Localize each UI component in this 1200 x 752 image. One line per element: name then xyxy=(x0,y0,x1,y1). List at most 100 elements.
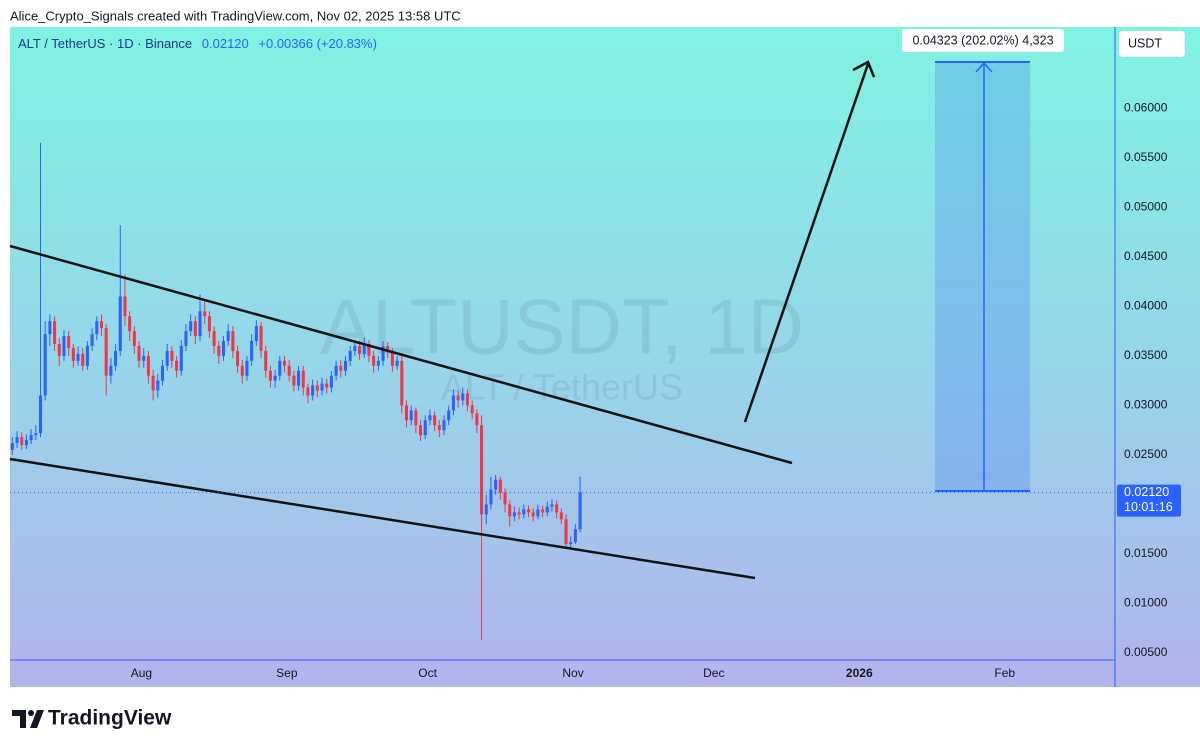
candle-body xyxy=(184,331,188,346)
watermark: ALTUSDT, 1D xyxy=(320,283,804,371)
candle-body xyxy=(254,326,258,342)
candle-body xyxy=(423,420,427,436)
candle-body xyxy=(90,334,94,346)
candle-body xyxy=(367,343,371,356)
candle-body xyxy=(95,321,99,335)
candle-body xyxy=(24,440,28,446)
candle-body xyxy=(38,395,43,434)
candle-body xyxy=(428,415,432,421)
candle-body xyxy=(212,331,216,346)
change: +0.00366 (+20.83%) xyxy=(258,36,377,51)
candle-body xyxy=(512,512,516,517)
candle-body xyxy=(123,296,127,317)
candle-body xyxy=(306,387,310,396)
candle-body xyxy=(104,328,108,376)
candle-body xyxy=(34,433,38,436)
y-tick-label: 0.06000 xyxy=(1124,100,1168,114)
candle-body xyxy=(465,393,470,406)
candle-body xyxy=(57,343,61,356)
candle-body xyxy=(409,410,413,421)
candle-body xyxy=(268,370,272,381)
measure-label: 0.04323 (202.02%) 4,323 xyxy=(912,33,1053,47)
candle-body xyxy=(348,350,352,361)
currency: USDT xyxy=(1128,36,1162,50)
candle-body xyxy=(292,375,296,386)
candle-body xyxy=(165,350,169,366)
candle-body xyxy=(414,410,418,426)
candle-body xyxy=(189,321,193,332)
candle-body xyxy=(372,355,376,366)
candle-body xyxy=(278,360,282,376)
candle-body xyxy=(264,350,268,371)
candle-body xyxy=(29,435,33,441)
candle-body xyxy=(456,395,460,401)
candle-body xyxy=(146,355,150,376)
candle-body xyxy=(358,345,362,354)
candle-body xyxy=(128,316,132,332)
candle-body xyxy=(522,509,526,515)
candle-body xyxy=(376,360,380,366)
candle-body xyxy=(43,334,47,396)
candle-body xyxy=(10,443,14,450)
candle-body xyxy=(114,350,118,366)
y-tick-label: 0.00500 xyxy=(1124,645,1168,659)
candle-body xyxy=(498,479,502,493)
candle-body xyxy=(517,512,521,515)
candles xyxy=(10,142,582,641)
candle-body xyxy=(484,504,488,515)
arrow-head xyxy=(852,60,876,78)
logo xyxy=(12,710,44,728)
last-value: 0.02120 xyxy=(202,36,249,51)
candle-body xyxy=(217,345,221,356)
candle-body xyxy=(541,509,545,513)
trend-line-lower xyxy=(9,457,756,580)
candle-body xyxy=(404,405,409,421)
candle-body xyxy=(569,542,573,545)
candle-body xyxy=(564,519,568,545)
candle-body xyxy=(475,413,479,426)
candle-body xyxy=(419,425,423,436)
candle-body xyxy=(353,345,357,351)
candle-body xyxy=(508,504,512,517)
candle-body xyxy=(526,509,531,513)
x-tick-label: Sep xyxy=(276,666,298,680)
candle-body xyxy=(461,393,465,401)
price-tag xyxy=(1117,484,1181,517)
candle-body xyxy=(193,321,197,337)
candle-body xyxy=(151,375,155,391)
candle-body xyxy=(573,529,577,543)
candle-body xyxy=(231,331,235,351)
candle-body xyxy=(85,345,89,366)
candle-body xyxy=(282,360,287,366)
x-tick-label: Feb xyxy=(994,666,1015,680)
x-tick-label: Dec xyxy=(703,666,724,680)
candle-body xyxy=(315,385,319,391)
candle-body xyxy=(62,336,66,356)
candle-body xyxy=(160,365,165,381)
candle-body xyxy=(503,492,507,505)
legend: ALT / TetherUS · 1D · Binance 0.02120 +0… xyxy=(18,36,377,51)
y-tick-label: 0.01000 xyxy=(1124,596,1168,610)
x-tick-label: Oct xyxy=(418,666,437,680)
currency-box xyxy=(1119,31,1185,57)
candle-body xyxy=(334,365,338,376)
measure-arrow-head xyxy=(975,61,993,73)
candle-body xyxy=(320,383,324,391)
y-tick-label: 0.02500 xyxy=(1124,447,1168,461)
candle-body xyxy=(386,345,390,351)
candle-body xyxy=(339,365,343,371)
candle-body xyxy=(400,360,404,406)
trend-line-upper xyxy=(9,244,793,465)
header: Alice_Crypto_Signals created with Tradin… xyxy=(10,8,461,23)
candle-body xyxy=(390,350,394,366)
candle-body xyxy=(203,311,207,317)
y-tick-label: 0.03000 xyxy=(1124,398,1168,412)
candle-body xyxy=(494,479,498,490)
price-tag-value: 0.02120 xyxy=(1124,485,1169,499)
candle-body xyxy=(137,345,141,361)
candle-body xyxy=(362,343,366,354)
candle-body xyxy=(442,420,446,431)
candle-body xyxy=(536,509,540,517)
